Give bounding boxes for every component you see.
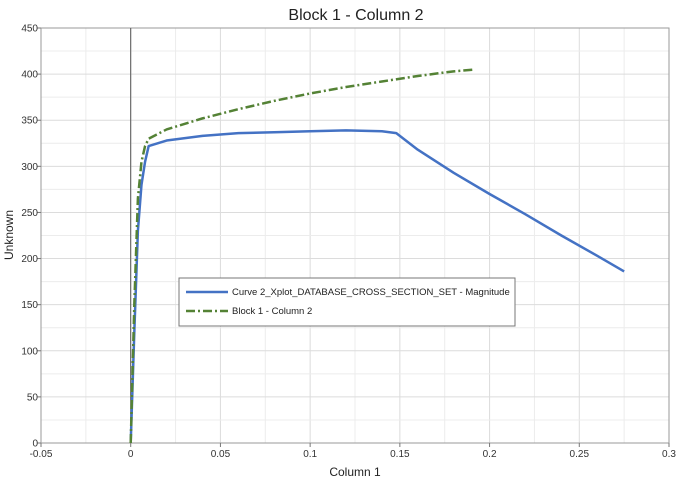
y-tick-label: 50 [27, 392, 39, 403]
y-tick-labels: 0 50 100 150 200 250 300 350 400 450 [21, 24, 41, 450]
grid [40, 27, 670, 444]
x-tick-label: 0.05 [211, 449, 231, 460]
y-tick-label: 350 [21, 116, 38, 127]
x-tick-label: 0 [128, 449, 134, 460]
x-tick-label: 0.2 [483, 449, 497, 460]
legend-label-series-2: Block 1 - Column 2 [232, 306, 312, 317]
y-tick-label: 200 [21, 254, 38, 265]
x-axis-title: Column 1 [329, 465, 381, 479]
series-line-2 [129, 68, 476, 444]
x-tick-label: 0.15 [390, 449, 410, 460]
series-layer [129, 68, 625, 444]
legend: Curve 2_Xplot_DATABASE_CROSS_SECTION_SET… [178, 277, 516, 327]
legend-label-series-1: Curve 2_Xplot_DATABASE_CROSS_SECTION_SET… [232, 287, 510, 298]
x-tick-label: 0.25 [570, 449, 590, 460]
y-tick-label: 400 [21, 70, 38, 81]
y-tick-label: 100 [21, 346, 38, 357]
y-tick-label: 250 [21, 208, 38, 219]
x-tick-label: -0.05 [30, 449, 53, 460]
series-line-1 [129, 129, 625, 444]
y-axis-title: Unknown [2, 210, 16, 260]
legend-box [178, 277, 516, 327]
x-tick-labels: -0.05 0 0.05 0.1 0.15 0.2 0.25 0.3 [30, 443, 676, 460]
chart-title: Block 1 - Column 2 [288, 7, 423, 24]
plot-frame [40, 27, 670, 444]
y-tick-label: 450 [21, 24, 38, 35]
x-tick-label: 0.3 [662, 449, 676, 460]
y-tick-label: 300 [21, 162, 38, 173]
y-tick-label: 0 [32, 439, 38, 450]
x-tick-label: 0.1 [303, 449, 317, 460]
y-tick-label: 150 [21, 300, 38, 311]
